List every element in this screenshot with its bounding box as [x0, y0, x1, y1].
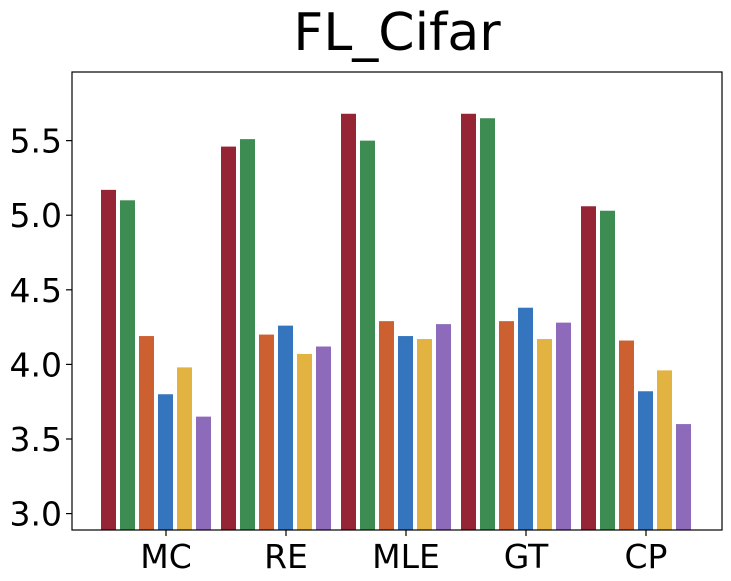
bar-re-4 — [278, 325, 293, 530]
plot-frame — [71, 71, 723, 531]
bar-cp-2 — [600, 210, 615, 531]
bar-mc-4 — [158, 394, 173, 530]
bar-gt-5 — [537, 339, 552, 530]
bar-re-3 — [259, 334, 274, 530]
x-tick-label-mc: MC — [140, 537, 192, 576]
bars-layer — [101, 113, 691, 531]
y-tick-label: 3.0 — [10, 495, 62, 534]
y-tick-label: 5.0 — [10, 196, 62, 235]
bar-re-1 — [221, 146, 236, 530]
y-tick-label: 4.5 — [10, 271, 62, 310]
bar-gt-1 — [461, 113, 476, 531]
bar-mle-6 — [436, 324, 451, 530]
y-tick-label: 3.5 — [10, 420, 62, 459]
bar-re-2 — [240, 139, 255, 530]
y-tick-label: 4.0 — [10, 345, 62, 384]
bar-cp-1 — [581, 206, 596, 530]
bar-cp-6 — [676, 424, 691, 530]
bar-re-5 — [297, 353, 312, 530]
bar-gt-2 — [480, 118, 495, 530]
bar-mc-5 — [177, 367, 192, 530]
x-tick-label-mle: MLE — [372, 537, 440, 576]
x-axis: MC RE MLE GT CP — [140, 530, 667, 576]
y-tick-label: 5.5 — [10, 122, 62, 161]
chart-title: FL_Cifar — [293, 3, 501, 63]
bar-gt-4 — [518, 307, 533, 530]
bar-cp-3 — [619, 340, 634, 530]
bar-re-6 — [316, 346, 331, 530]
bar-mc-1 — [101, 189, 116, 531]
bar-cp-5 — [657, 370, 672, 530]
bar-cp-4 — [638, 391, 653, 530]
bar-gt-3 — [499, 321, 514, 530]
bar-mle-2 — [360, 140, 375, 530]
bar-gt-6 — [556, 322, 571, 530]
bar-mle-3 — [379, 321, 394, 530]
x-tick-label-gt: GT — [504, 537, 549, 576]
bar-mle-4 — [398, 336, 413, 530]
x-tick-label-re: RE — [264, 537, 308, 576]
bar-mle-1 — [341, 113, 356, 531]
bar-mle-5 — [417, 339, 432, 530]
y-axis: 3.0 3.5 4.0 4.5 5.0 5.5 — [10, 122, 72, 534]
x-tick-label-cp: CP — [625, 537, 668, 576]
bar-mc-2 — [120, 200, 135, 531]
bar-mc-3 — [139, 336, 154, 530]
bar-mc-6 — [196, 416, 211, 530]
